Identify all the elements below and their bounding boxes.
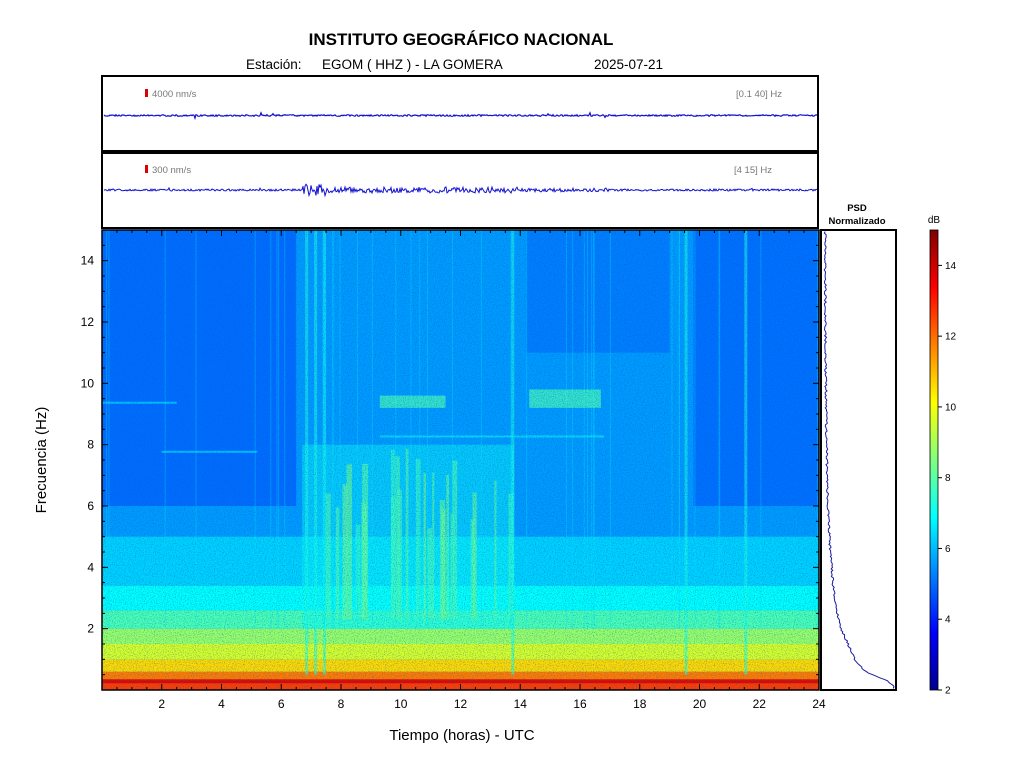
station-label: Estación: (246, 57, 302, 72)
x-tick-label: 4 (218, 697, 225, 711)
psd-curve (823, 231, 895, 689)
y-tick-label: 10 (81, 376, 95, 390)
colorbar-ticks: 2 4 6 8 10 12 14 (938, 261, 957, 697)
y-tick-label: 12 (81, 315, 95, 329)
x-tick-label: 14 (514, 697, 528, 711)
figure-title: INSTITUTO GEOGRÁFICO NACIONAL (309, 30, 614, 49)
y-tick-label: 4 (87, 560, 94, 574)
trace-panel-broadband: 4000 nm/s [0.1 40] Hz (101, 75, 819, 152)
x-tick-label: 18 (633, 697, 647, 711)
waveform-trace (103, 183, 818, 198)
y-tick-label: 6 (87, 499, 94, 513)
trace-band-label: [0.1 40] Hz (736, 89, 782, 100)
x-tick-label: 2 (158, 697, 165, 711)
psd-panel: PSD Normalizado (820, 203, 897, 691)
psd-title: PSD (847, 203, 867, 214)
colorbar-tick-label: 10 (945, 402, 957, 413)
x-tick-label: 8 (338, 697, 345, 711)
date-label: 2025-07-21 (594, 57, 663, 72)
colorbar-tick-label: 14 (945, 261, 957, 272)
psd-subtitle: Normalizado (828, 216, 885, 227)
x-tick-label: 16 (573, 697, 587, 711)
scale-marker (145, 89, 148, 97)
colorbar-tick-label: 4 (945, 615, 951, 626)
trace-panel-filtered: 300 nm/s [4 15] Hz (101, 152, 819, 229)
y-tick-label: 2 (87, 622, 94, 636)
colorbar-tick-label: 2 (945, 686, 951, 697)
x-tick-label: 10 (394, 697, 408, 711)
colorbar: dB 2 4 6 8 10 12 14 (928, 215, 957, 697)
waveform-trace (103, 111, 818, 121)
station-name: EGOM ( HHZ ) - LA GOMERA (322, 57, 503, 72)
x-tick-label: 22 (753, 697, 767, 711)
x-tick-label: 12 (454, 697, 468, 711)
y-axis-label: Frecuencia (Hz) (33, 407, 50, 514)
x-tick-label: 24 (812, 697, 826, 711)
trace-scale-label: 4000 nm/s (152, 89, 197, 100)
x-axis-label: Tiempo (horas) - UTC (389, 727, 534, 744)
colorbar-tick-label: 8 (945, 473, 951, 484)
colorbar-tick-label: 6 (945, 544, 951, 555)
x-tick-label: 20 (693, 697, 707, 711)
y-tick-label: 14 (81, 254, 95, 268)
trace-scale-label: 300 nm/s (152, 165, 191, 176)
trace-band-label: [4 15] Hz (734, 165, 772, 176)
y-tick-label: 8 (87, 438, 94, 452)
scale-marker (145, 165, 148, 173)
x-tick-label: 6 (278, 697, 285, 711)
colorbar-unit: dB (928, 215, 941, 226)
colorbar-tick-label: 12 (945, 332, 957, 343)
